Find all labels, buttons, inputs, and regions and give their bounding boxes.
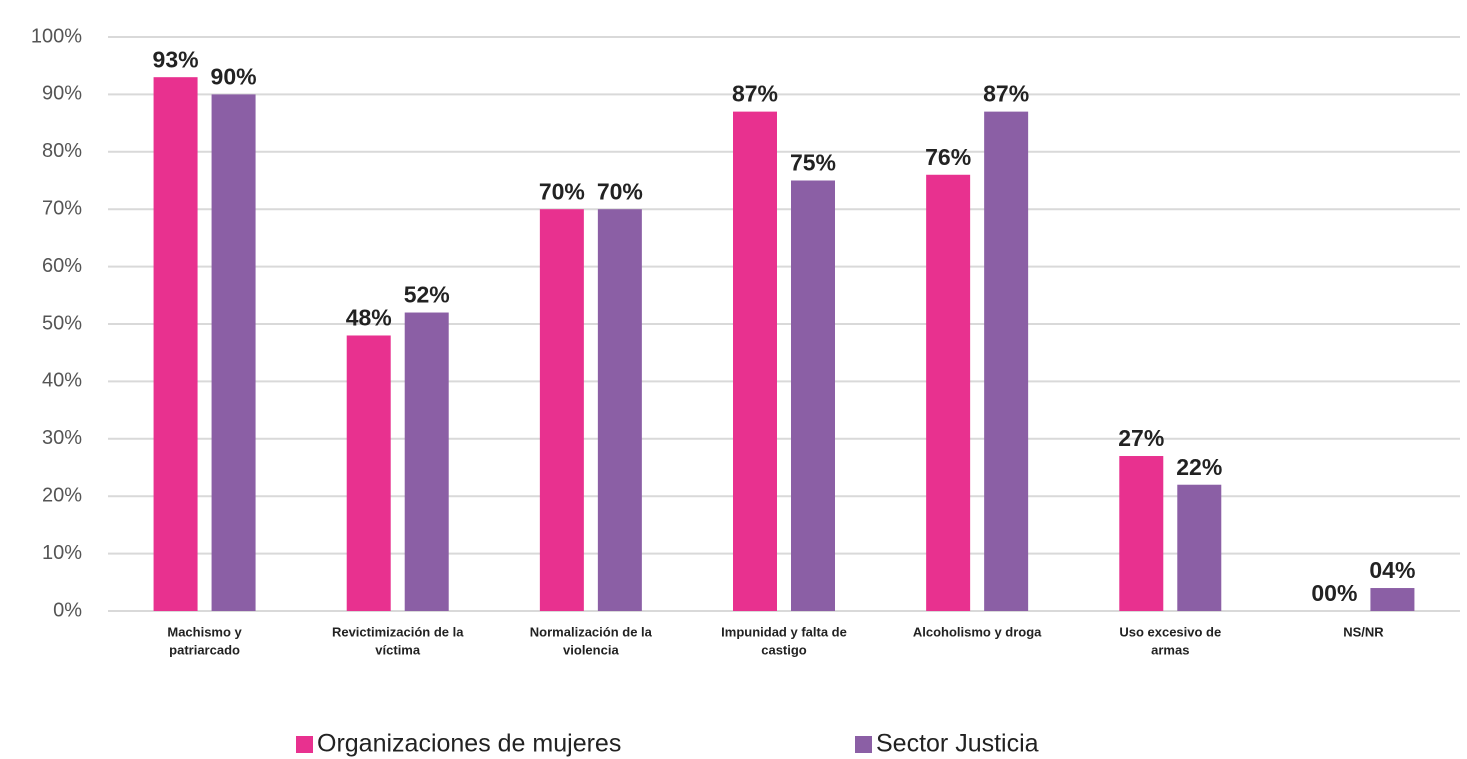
x-tick-label: castigo <box>761 642 807 657</box>
y-tick-label: 30% <box>42 427 82 449</box>
bar <box>404 312 449 611</box>
value-label: 70% <box>539 178 585 204</box>
value-label: 90% <box>211 63 257 89</box>
value-label: 76% <box>925 144 971 170</box>
legend-label: Sector Justicia <box>876 730 1039 758</box>
value-label: 93% <box>153 46 199 72</box>
y-tick-label: 50% <box>42 312 82 334</box>
legend-swatch <box>855 736 872 753</box>
bar <box>733 111 777 612</box>
x-tick-label: Uso excesivo de <box>1119 624 1221 639</box>
value-label: 48% <box>346 305 392 331</box>
bar <box>211 94 256 611</box>
value-label: 22% <box>1176 454 1222 480</box>
x-tick-label: patriarcado <box>169 642 240 657</box>
y-tick-label: 100% <box>31 25 82 47</box>
value-label: 52% <box>404 282 450 308</box>
y-tick-label: 40% <box>42 370 82 392</box>
y-tick-label: 0% <box>53 599 82 621</box>
x-tick-label: NS/NR <box>1343 624 1384 639</box>
y-tick-label: 10% <box>42 542 82 564</box>
bar <box>926 174 971 611</box>
y-tick-label: 90% <box>42 83 82 105</box>
y-tick-label: 60% <box>42 255 82 277</box>
value-label: 00% <box>1311 580 1357 606</box>
x-tick-label: Machismo y <box>167 624 242 639</box>
bar <box>153 77 198 612</box>
y-tick-label: 20% <box>42 484 82 506</box>
bar <box>1370 588 1415 611</box>
x-tick-label: Revictimización de la <box>332 624 464 639</box>
value-label: 04% <box>1369 557 1415 583</box>
x-tick-label: Impunidad y falta de <box>721 624 847 639</box>
bar <box>984 111 1029 612</box>
value-label: 75% <box>790 150 836 176</box>
x-tick-label: violencia <box>563 642 619 657</box>
x-tick-label: Alcoholismo y droga <box>913 624 1042 639</box>
x-tick-label: víctima <box>375 642 421 657</box>
legend-swatch <box>296 736 313 753</box>
y-tick-label: 80% <box>42 140 82 162</box>
x-tick-label: Normalización de la <box>530 624 653 639</box>
x-tick-label: armas <box>1151 642 1189 657</box>
bar <box>539 209 584 611</box>
value-label: 87% <box>732 81 778 107</box>
bar <box>791 180 835 611</box>
value-label: 87% <box>983 81 1029 107</box>
value-label: 27% <box>1118 425 1164 451</box>
bar <box>346 335 391 611</box>
bar <box>1177 484 1222 611</box>
bar <box>597 209 642 611</box>
value-label: 70% <box>597 178 643 204</box>
bar <box>1119 456 1164 611</box>
legend-label: Organizaciones de mujeres <box>317 730 621 758</box>
y-tick-label: 70% <box>42 197 82 219</box>
